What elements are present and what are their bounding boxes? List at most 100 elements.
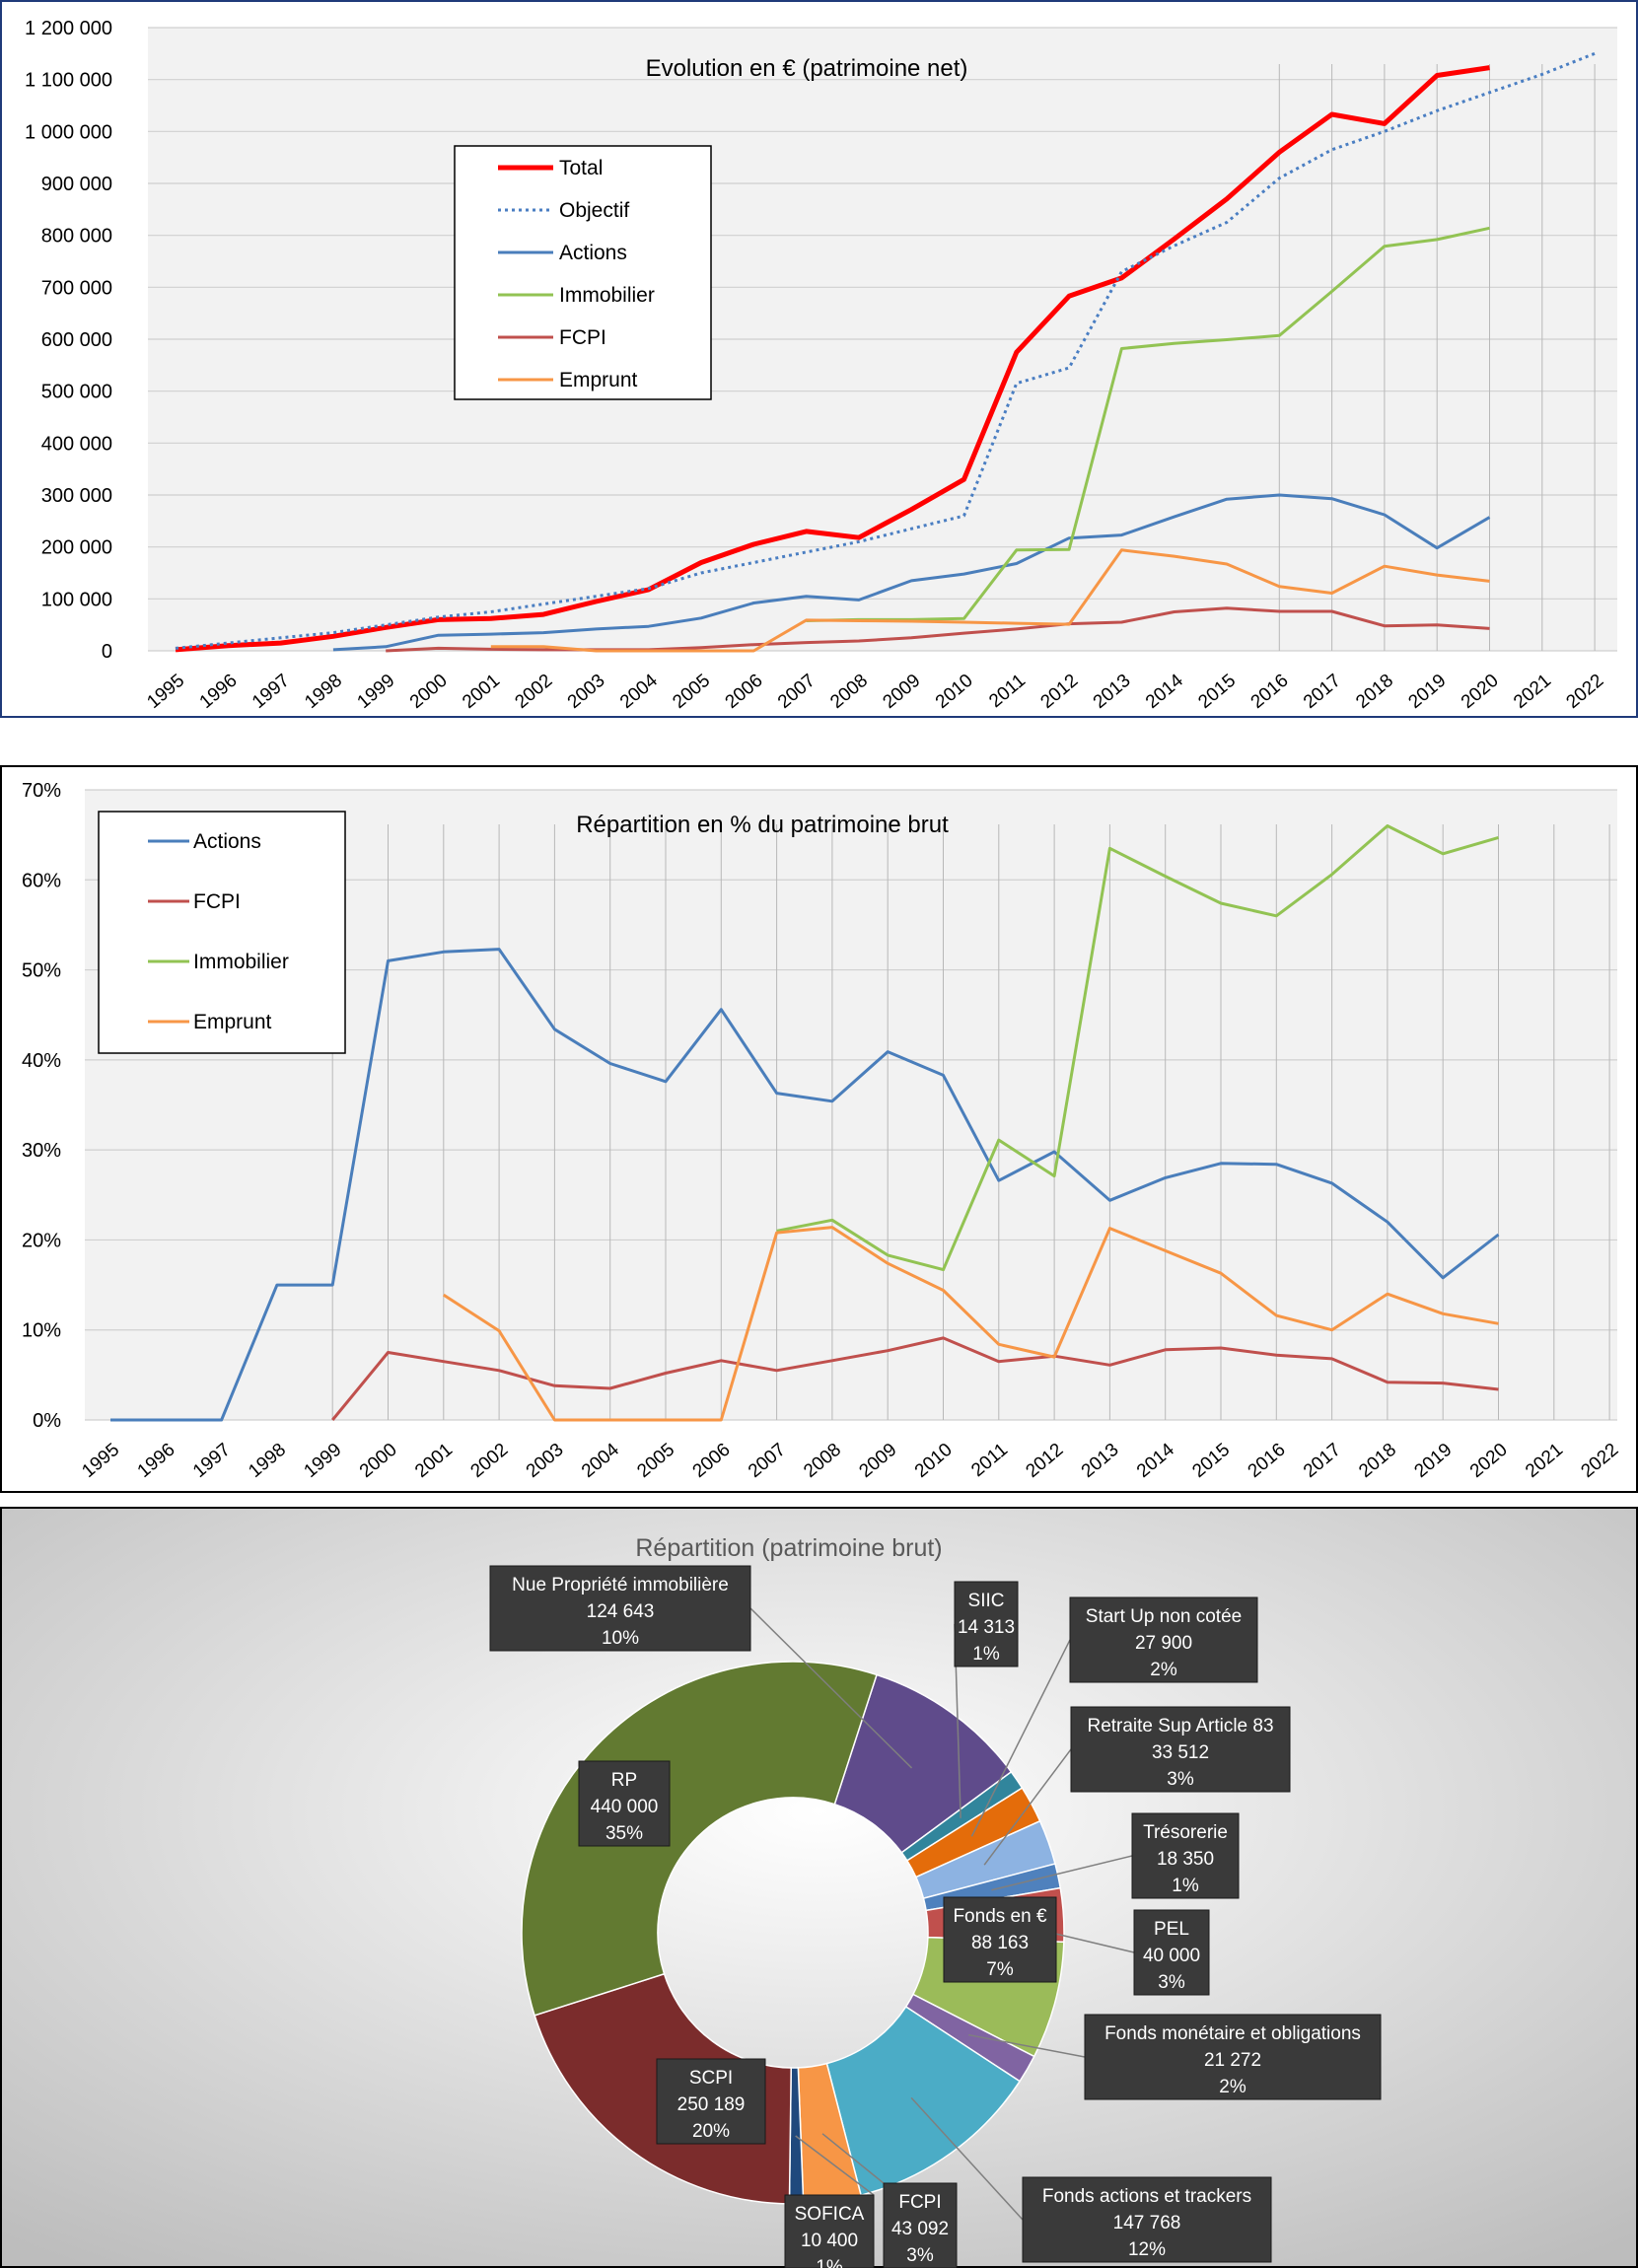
y-tick-label: 40% (22, 1050, 61, 1072)
data-label-value: 14 313 (958, 1617, 1015, 1638)
y-tick-label: 700 000 (41, 277, 112, 299)
data-label-percent: 2% (1150, 1660, 1177, 1680)
series-line-emprunt (490, 548, 1490, 653)
gross-share-chart-panel: 0% 10% 20% 30% 40% 50% 60% 70% 1995 1996 1997 1998 1… (0, 765, 1638, 1493)
y-tick-label: 500 000 (41, 382, 112, 403)
gross-share-line-chart: 0%10%20%30%40%50%60%70%1995 1996 1997 1998 1… (0, 765, 1638, 1493)
leader-line (967, 2033, 1086, 2058)
legend-label: Immobilier (559, 284, 655, 307)
data-label-name: SIIC (968, 1591, 1005, 1611)
data-label-name: FCPI (898, 2192, 941, 2213)
legend-box (454, 145, 712, 400)
data-label-percent: 12% (1128, 2239, 1166, 2260)
data-label-percent: 7% (986, 1959, 1014, 1980)
data-label-percent: 35% (605, 1823, 643, 1844)
legend-label: Emprunt (193, 1011, 272, 1033)
data-label-box (1131, 1812, 1240, 1899)
data-label-name: RP (611, 1770, 637, 1791)
data-label-percent: 2% (1219, 2077, 1246, 2097)
y-tick-label: 30% (22, 1140, 61, 1162)
leader-line (991, 1855, 1133, 1891)
data-label-name: Retraite Sup Article 83 (1087, 1716, 1273, 1736)
data-label-value: 250 189 (677, 2094, 746, 2115)
data-label-value: 147 768 (1113, 2213, 1181, 2233)
y-tick-label: 900 000 (41, 174, 112, 195)
data-label-box (954, 1581, 1019, 1667)
data-label-name: Trésorerie (1143, 1822, 1228, 1843)
leader-line (983, 1748, 1072, 1866)
data-label-box (784, 2194, 875, 2268)
leader-line (970, 1639, 1071, 1837)
data-label-percent: 1% (1172, 1876, 1199, 1896)
y-tick-label: 600 000 (41, 329, 112, 351)
data-label-name: Nue Propriété immobilière (512, 1575, 729, 1595)
series-line-immobilier (776, 824, 1499, 1272)
chart-title: Répartition en % du patrimoine brut (576, 812, 949, 838)
y-tick-label: 50% (22, 960, 61, 982)
legend-label: Total (559, 157, 603, 179)
legend-label: Emprunt (559, 369, 638, 391)
data-label-value: 43 092 (891, 2219, 949, 2239)
data-label-name: Fonds en € (953, 1906, 1046, 1927)
data-label-value: 10 400 (801, 2231, 858, 2251)
chart-title: Evolution en € (patrimoine net) (646, 55, 968, 82)
y-tick-label: 1 000 000 (25, 121, 112, 143)
donut-slice (521, 1661, 878, 2017)
leader-line (795, 2135, 875, 2196)
legend-box (98, 811, 346, 1054)
data-label-box (1070, 1706, 1291, 1793)
data-label-box (1069, 1596, 1258, 1683)
data-label-percent: 3% (1158, 1972, 1185, 1993)
y-tick-label: 100 000 (41, 589, 112, 610)
data-label-value: 33 512 (1152, 1742, 1209, 1763)
legend-label: Immobilier (193, 951, 289, 973)
y-tick-label: 1 100 000 (25, 70, 112, 92)
y-tick-label: 70% (22, 780, 61, 802)
leader-line (910, 2096, 1024, 2221)
data-label-percent: 1% (816, 2257, 843, 2268)
legend-label: Objectif (559, 199, 629, 222)
allocation-donut-panel: Répartition (patrimoine brut) Nue Proprié… (0, 1507, 1638, 2268)
series-line-objectif (175, 51, 1596, 650)
net-worth-line-chart: 0 100 000 200 000 300 000 400 000 500 000 600 … (0, 0, 1638, 718)
series-line-total (175, 65, 1490, 653)
data-label-value: 88 163 (971, 1933, 1029, 1953)
y-tick-label: 60% (22, 870, 61, 891)
y-tick-label: 800 000 (41, 226, 112, 248)
y-tick-label: 300 000 (41, 485, 112, 507)
data-label-box (578, 1760, 671, 1847)
net-worth-chart-panel: 0 100 000 200 000 300 000 400 000 500 000 600 … (0, 0, 1638, 718)
data-label-value: 27 900 (1135, 1633, 1192, 1654)
y-tick-label: 0% (33, 1410, 61, 1432)
series-line-emprunt (442, 1226, 1499, 1422)
legend-label: Actions (559, 242, 627, 264)
data-label-box (656, 2058, 766, 2145)
y-tick-label: 20% (22, 1230, 61, 1251)
data-label-name: Start Up non cotée (1086, 1606, 1242, 1627)
leader-line (749, 1607, 913, 1769)
y-tick-label: 200 000 (41, 537, 112, 559)
data-label-percent: 3% (906, 2245, 934, 2266)
data-label-name: Fonds actions et trackers (1042, 2186, 1251, 2207)
legend-label: FCPI (193, 890, 241, 913)
legend-label: FCPI (559, 326, 606, 349)
data-label-value: 440 000 (591, 1797, 659, 1817)
series-line-actions (110, 948, 1500, 1422)
y-tick-label: 1 200 000 (25, 18, 112, 39)
data-label-box (1022, 2176, 1272, 2263)
data-label-percent: 20% (692, 2121, 730, 2142)
y-tick-label: 10% (22, 1320, 61, 1342)
leader-line (821, 2133, 885, 2184)
data-label-name: Fonds monétaire et obligations (1104, 2023, 1361, 2044)
series-line-actions (332, 493, 1491, 652)
data-label-name: PEL (1154, 1919, 1189, 1940)
data-label-box (1133, 1909, 1210, 1996)
series-line-immobilier (806, 226, 1490, 622)
data-label-percent: 10% (602, 1628, 639, 1649)
chart-title: Répartition (patrimoine brut) (635, 1534, 942, 1562)
data-label-box (1084, 2014, 1382, 2100)
data-label-box (943, 1896, 1057, 1983)
data-label-value: 40 000 (1143, 1946, 1200, 1966)
y-tick-label: 400 000 (41, 433, 112, 455)
data-label-name: SOFICA (795, 2204, 865, 2225)
